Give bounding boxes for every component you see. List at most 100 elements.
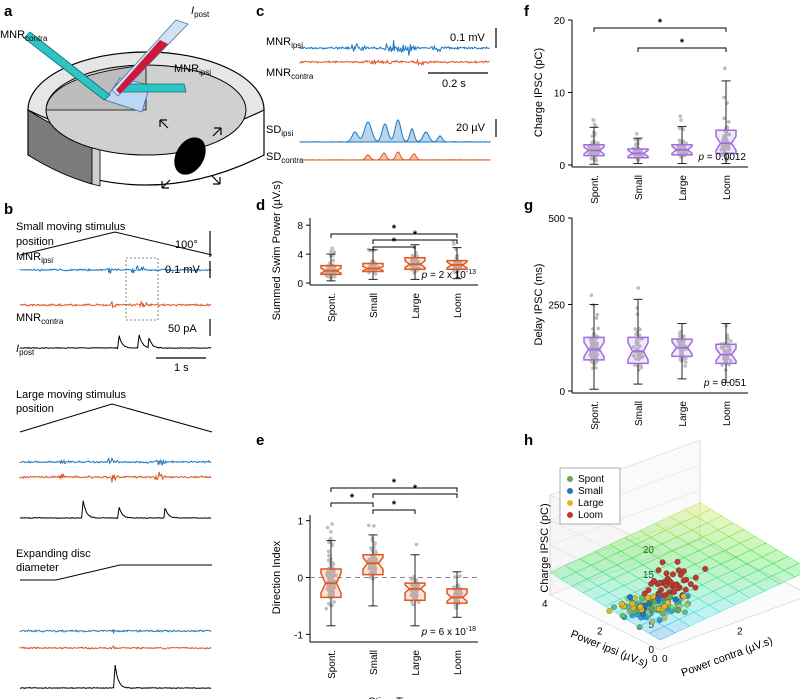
scatter-point bbox=[692, 584, 699, 591]
data-point bbox=[370, 548, 375, 553]
data-point bbox=[634, 357, 638, 361]
data-point bbox=[415, 593, 419, 598]
box bbox=[404, 582, 426, 601]
data-point bbox=[373, 541, 377, 546]
b-ipost-label: Ipost bbox=[16, 343, 35, 357]
panel-d: d 0 4 8 Summed Swim Power (µV.s) Spont. Small… bbox=[256, 181, 478, 322]
x-tick-label: Spont. bbox=[590, 175, 601, 204]
panel-g: g 0 250 500 Delay IPSC (ms) Spont. Small Large… bbox=[524, 197, 748, 430]
data-point bbox=[588, 145, 593, 150]
scatter-point bbox=[672, 596, 679, 603]
x-tick-label: Large bbox=[678, 401, 689, 427]
small-stim-title2: position bbox=[16, 236, 54, 248]
scatter-point bbox=[645, 587, 652, 594]
x-tick-label: Loom bbox=[722, 175, 733, 200]
scatter-point bbox=[673, 582, 680, 589]
y-tick-label: 0 bbox=[652, 654, 658, 665]
data-point bbox=[728, 358, 733, 363]
data-point bbox=[327, 540, 331, 545]
data-point bbox=[332, 250, 337, 254]
legend-label: Spont bbox=[578, 474, 604, 485]
data-point bbox=[454, 265, 459, 270]
x-tick-label: Small bbox=[634, 401, 645, 426]
grid-line bbox=[549, 489, 701, 601]
y-tick-label: 20 bbox=[554, 16, 566, 27]
data-point bbox=[722, 95, 726, 100]
data-point bbox=[591, 151, 595, 156]
scale-pa-label: 50 pA bbox=[168, 323, 197, 335]
data-point bbox=[636, 286, 641, 290]
significance-star: * bbox=[392, 223, 397, 235]
scatter-point bbox=[650, 593, 656, 600]
y-tick-label: -1 bbox=[294, 630, 303, 641]
c-sd-ipsi-label: SDipsi bbox=[266, 124, 294, 138]
x-tick-label: Loom bbox=[453, 650, 464, 675]
data-point bbox=[331, 590, 335, 594]
x-tick-label: Small bbox=[369, 650, 380, 675]
scatter-point bbox=[638, 594, 645, 601]
significance-star: * bbox=[658, 17, 663, 29]
data-point bbox=[589, 343, 594, 348]
label-mnr-ipsi: MNRipsi bbox=[174, 63, 211, 77]
data-point bbox=[636, 354, 641, 358]
z-tick-label: 20 bbox=[643, 545, 655, 556]
scatter-point bbox=[637, 603, 644, 610]
data-point bbox=[728, 339, 733, 343]
large-stim-title: Large moving stimulus bbox=[16, 389, 127, 401]
y-tick-label: 2 bbox=[597, 627, 603, 638]
data-point bbox=[417, 600, 421, 604]
small-position-trace bbox=[19, 231, 213, 256]
data-point bbox=[637, 344, 642, 348]
legend-label: Large bbox=[578, 498, 604, 509]
p-value: p = 0.0012 bbox=[697, 152, 746, 163]
y-tick-label: 500 bbox=[548, 214, 565, 225]
scatter-point bbox=[671, 589, 678, 595]
x-tick-label: 2 bbox=[737, 627, 743, 638]
panel-label-h: h bbox=[524, 432, 533, 449]
significance-bracket bbox=[372, 239, 458, 244]
data-point bbox=[368, 248, 373, 253]
scatter-point bbox=[682, 609, 688, 616]
data-point bbox=[678, 334, 682, 338]
b-small-contra-trace bbox=[19, 300, 212, 309]
data-point bbox=[368, 264, 372, 269]
significance-star: * bbox=[392, 236, 397, 248]
z-tick-label: 5 bbox=[648, 620, 654, 631]
data-point bbox=[412, 590, 416, 595]
b-small-ipsi-trace bbox=[19, 265, 212, 274]
scatter-point bbox=[641, 590, 648, 597]
y-axis-label: Delay IPSC (ms) bbox=[533, 264, 545, 346]
y-tick-label: 0 bbox=[559, 161, 565, 172]
scatter-point bbox=[663, 570, 670, 577]
scatter-point bbox=[655, 567, 662, 574]
scatter-point bbox=[668, 579, 675, 586]
significance-bracket bbox=[637, 47, 727, 52]
panel-f: f 0 10 20 Charge IPSC (pC) Spont. Small Large L… bbox=[524, 3, 748, 204]
significance-bracket bbox=[372, 509, 416, 514]
data-point bbox=[638, 351, 643, 356]
data-point bbox=[589, 338, 594, 343]
panel-c: c MNRipsi 0.1 mV MNRcontra 0.2 s SDipsi … bbox=[256, 3, 497, 165]
x-tick-label: Loom bbox=[722, 401, 733, 426]
data-point bbox=[589, 293, 594, 298]
c-sd-contra-label: SDcontra bbox=[266, 151, 304, 165]
y-axis-label: Charge IPSC (pC) bbox=[533, 48, 545, 137]
data-point bbox=[332, 274, 337, 279]
data-point bbox=[371, 555, 376, 560]
data-point bbox=[330, 522, 334, 526]
data-point bbox=[635, 330, 640, 334]
data-point bbox=[453, 575, 457, 579]
b-large-ipsi-trace bbox=[19, 456, 212, 466]
data-point bbox=[327, 589, 332, 594]
scatter-point bbox=[656, 617, 663, 624]
significance-bracket bbox=[330, 487, 458, 492]
box bbox=[362, 554, 384, 576]
panel-label-f: f bbox=[524, 3, 530, 20]
label-mnr-contra: MNRcontra bbox=[0, 29, 48, 43]
data-point bbox=[724, 130, 729, 134]
data-point bbox=[635, 306, 640, 310]
data-point bbox=[721, 137, 726, 141]
data-point bbox=[594, 366, 598, 370]
data-point bbox=[329, 530, 333, 534]
